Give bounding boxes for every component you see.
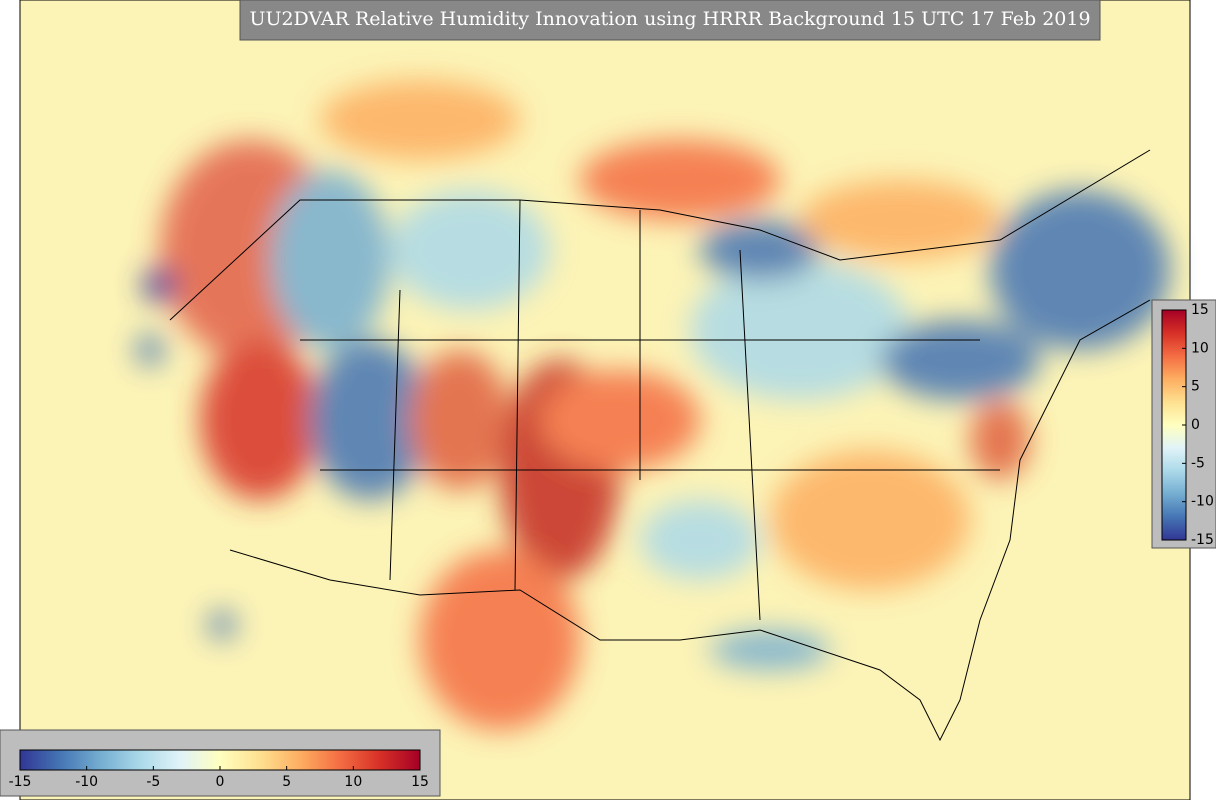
- tick-label: -10: [1191, 494, 1214, 510]
- map-title: UU2DVAR Relative Humidity Innovation usi…: [249, 8, 1090, 30]
- tick-label: 10: [344, 774, 362, 790]
- boundaries: [169, 149, 1151, 742]
- tick-label: -15: [9, 774, 32, 790]
- tick-label: -5: [1191, 455, 1205, 471]
- tick-label: 10: [1191, 340, 1209, 356]
- tick-label: -10: [75, 774, 98, 790]
- field-shading: [136, 80, 1170, 730]
- tick-label: -5: [146, 774, 160, 790]
- tick-label: 5: [282, 774, 291, 790]
- tick-label: 15: [411, 774, 429, 790]
- tick-label: -15: [1191, 532, 1214, 548]
- tick-label: 15: [1191, 302, 1209, 318]
- tick-label: 5: [1191, 379, 1200, 395]
- title-box: [239, 0, 1101, 41]
- tick-label: 0: [216, 774, 225, 790]
- tick-label: 0: [1191, 417, 1200, 433]
